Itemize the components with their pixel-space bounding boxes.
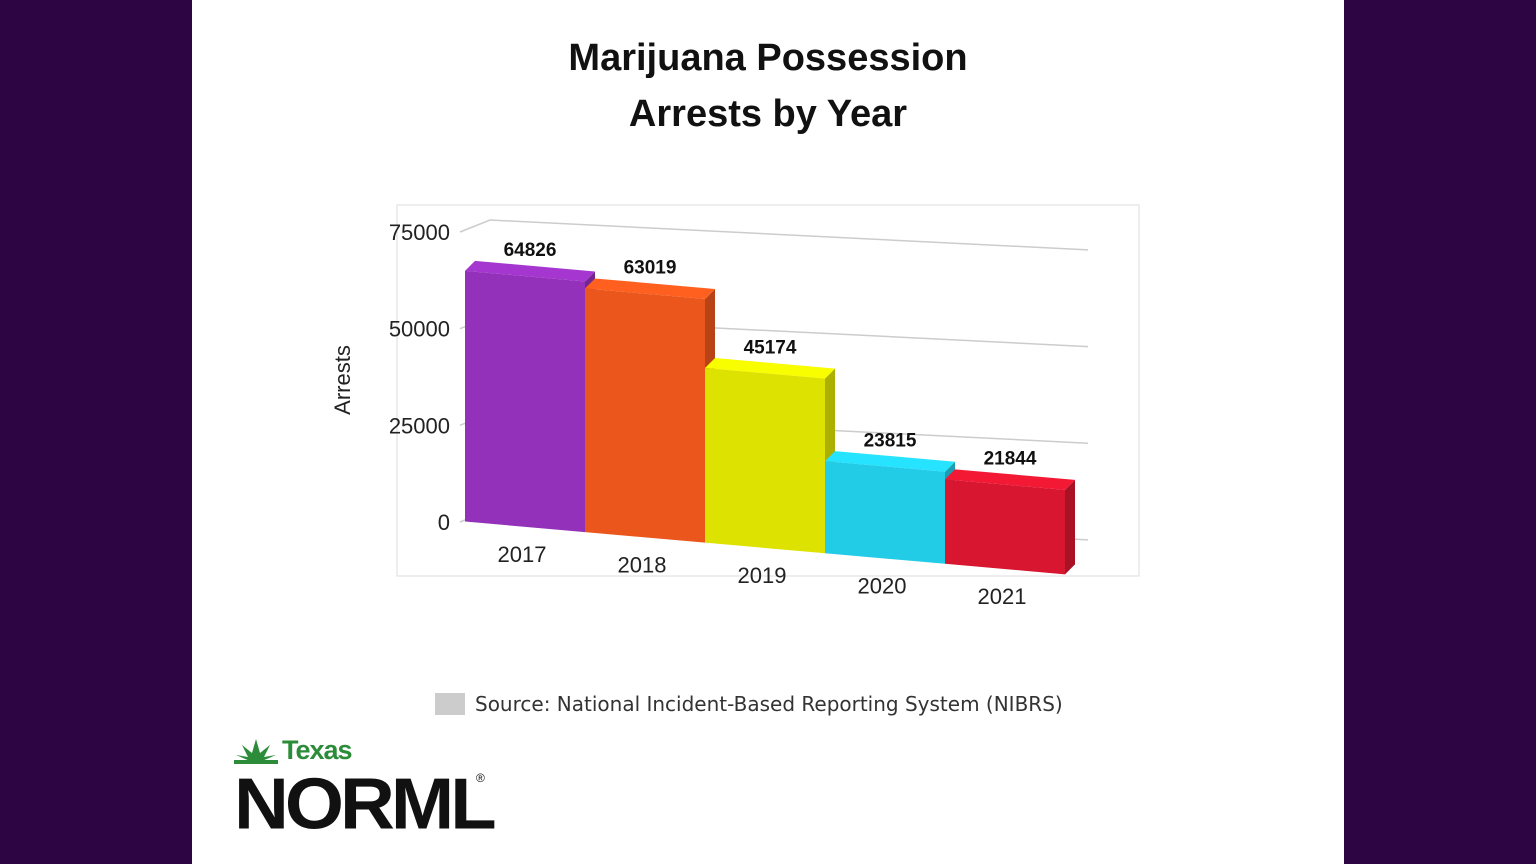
y-tick-label: 75000 bbox=[389, 220, 450, 245]
y-axis-label: Arrests bbox=[330, 345, 355, 415]
x-tick-label: 2018 bbox=[618, 552, 667, 577]
bar-front bbox=[465, 270, 585, 533]
source-text: Source: National Incident-Based Reportin… bbox=[475, 692, 1063, 716]
bar-top bbox=[825, 451, 955, 472]
bar bbox=[825, 451, 955, 564]
bar-front bbox=[585, 288, 705, 543]
y-tick-label: 25000 bbox=[389, 413, 450, 438]
bar bbox=[465, 260, 595, 533]
bar-front bbox=[825, 461, 945, 564]
x-tick-label: 2021 bbox=[978, 584, 1027, 609]
x-tick-label: 2019 bbox=[738, 563, 787, 588]
chart-title: Marijuana Possession Arrests by Year bbox=[192, 30, 1344, 142]
bar bbox=[585, 278, 715, 543]
bar-side bbox=[1065, 479, 1075, 575]
title-text: Marijuana Possession Arrests by Year bbox=[568, 37, 968, 135]
value-label: 45174 bbox=[744, 337, 797, 358]
x-tick-label: 2017 bbox=[498, 542, 547, 567]
bar-top bbox=[705, 358, 835, 379]
bar bbox=[945, 469, 1075, 575]
bar-front bbox=[705, 368, 825, 554]
bar-top bbox=[465, 260, 595, 282]
value-label: 21844 bbox=[984, 449, 1037, 470]
legend-swatch bbox=[435, 693, 465, 715]
plot-frame bbox=[396, 204, 1140, 577]
grid-line bbox=[459, 219, 1089, 251]
bar-top bbox=[585, 278, 715, 300]
y-tick-label: 50000 bbox=[389, 317, 450, 342]
chart: 0 25000 50000 75000 Arrests 64826 2017 63019 201… bbox=[330, 204, 1140, 609]
value-label: 23815 bbox=[864, 430, 917, 451]
x-tick-label: 2020 bbox=[858, 574, 907, 599]
slide: Marijuana Possession Arrests by Year 0 25… bbox=[192, 0, 1344, 864]
bar-front bbox=[945, 479, 1065, 575]
y-tick-label: 0 bbox=[438, 510, 450, 535]
value-label: 63019 bbox=[624, 258, 677, 279]
bar-top bbox=[945, 469, 1075, 490]
legend: Source: National Incident-Based Reportin… bbox=[435, 692, 1063, 716]
value-label: 64826 bbox=[504, 240, 557, 261]
logo-state: Texas bbox=[282, 735, 353, 765]
bar bbox=[705, 358, 835, 554]
logo-registered: ® bbox=[476, 771, 485, 785]
logo-name: NORML bbox=[234, 764, 497, 845]
leaf-icon bbox=[234, 739, 278, 764]
